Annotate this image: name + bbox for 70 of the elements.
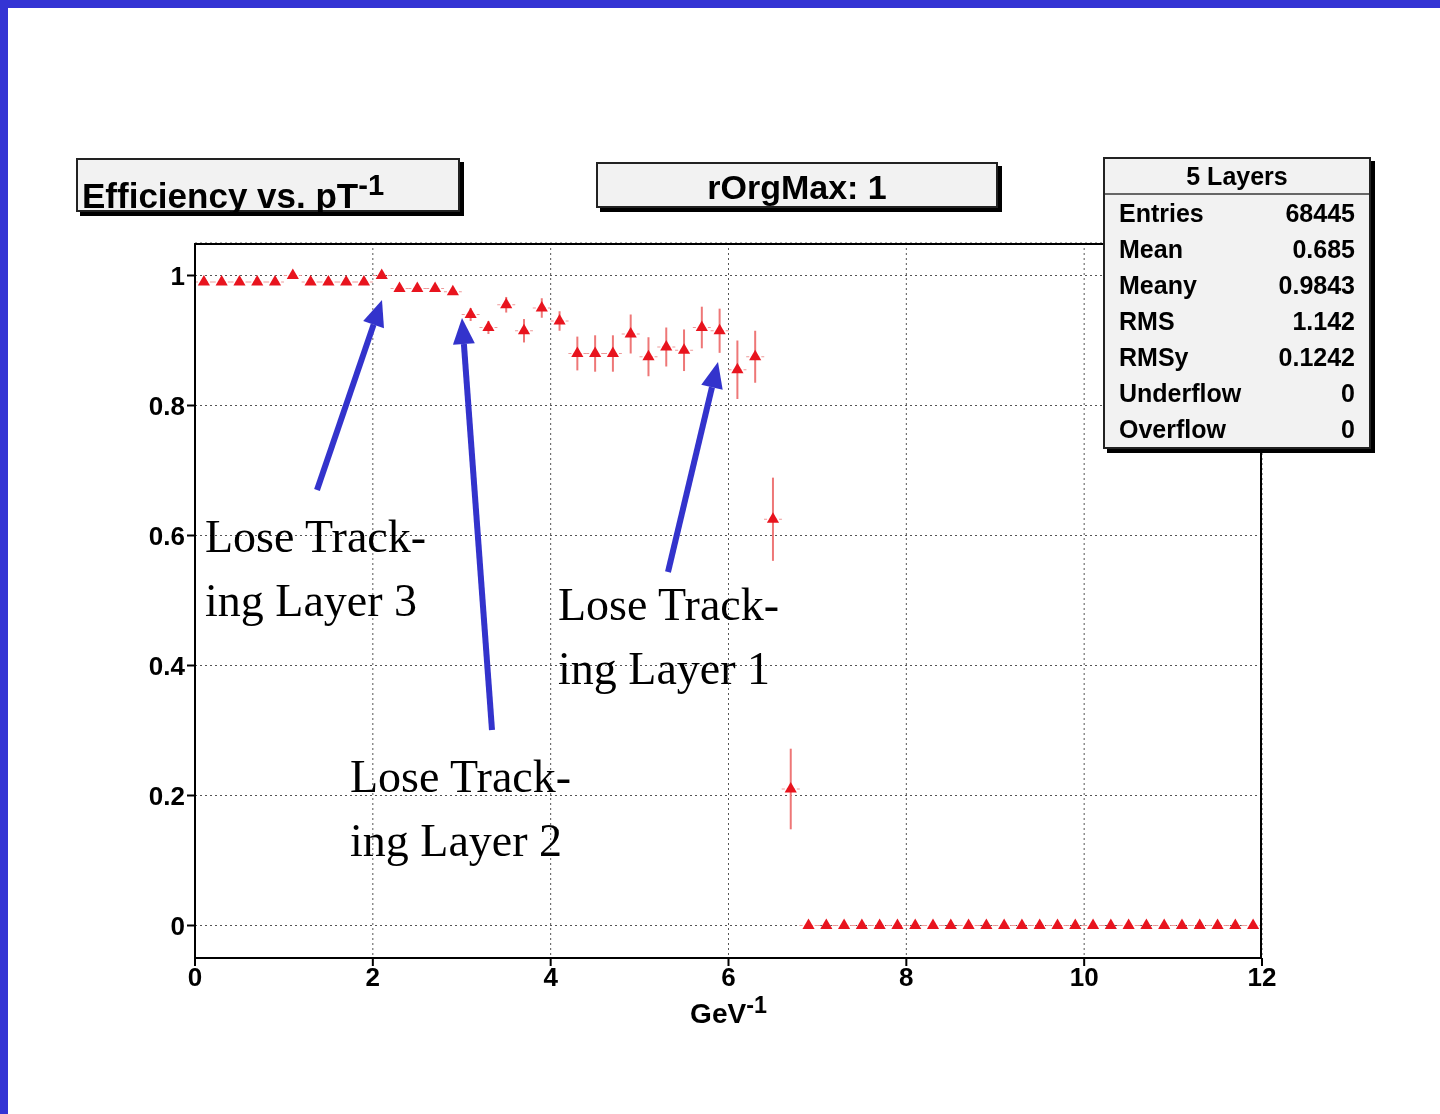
text: RMSy 0.1242 — [1119, 343, 1355, 371]
x-tick-label: 12 — [1247, 962, 1277, 993]
point — [606, 346, 619, 358]
point — [340, 274, 353, 286]
point — [873, 918, 886, 930]
point — [677, 343, 691, 354]
point — [446, 284, 459, 296]
annotation: Lose Track- ing Layer 2 — [350, 750, 572, 868]
point — [429, 281, 442, 293]
text: Underflow 0 — [1119, 379, 1355, 407]
point — [624, 326, 637, 338]
text: Mean 0.685 — [1119, 235, 1355, 263]
point — [1229, 918, 1242, 930]
point — [642, 349, 655, 361]
point — [500, 297, 513, 309]
point — [731, 362, 744, 374]
point — [820, 918, 833, 930]
point — [517, 323, 531, 335]
point — [1158, 918, 1171, 930]
point — [535, 300, 548, 312]
x-tick-label: 4 — [543, 962, 559, 993]
point — [944, 918, 957, 930]
y-tick-label: 0.8 — [148, 390, 185, 421]
point — [1069, 918, 1082, 930]
point — [713, 323, 726, 335]
chart-title: Efficiency vs. pT$^{-1}$ — [82, 169, 385, 215]
y-tick-label: 1 — [170, 260, 185, 291]
point — [464, 307, 477, 319]
text: Overflow 0 — [1119, 415, 1355, 443]
y-tick-label: 0 — [170, 910, 185, 941]
point — [553, 313, 566, 325]
point — [215, 274, 228, 286]
point — [660, 339, 673, 351]
point — [749, 349, 762, 361]
point — [766, 512, 780, 523]
point — [286, 268, 299, 280]
y-tick-label: 0.6 — [148, 520, 185, 551]
text: 5 Layers — [1105, 159, 1369, 195]
point — [251, 274, 264, 286]
point — [1193, 918, 1206, 930]
x-tick-label: 8 — [899, 962, 914, 993]
point — [695, 320, 708, 332]
point — [998, 918, 1011, 930]
chart-subtitle: rOrgMax: 1 — [707, 168, 887, 206]
text: Meany 0.9843 — [1119, 271, 1355, 299]
point — [1104, 918, 1117, 930]
x-tick-label: 2 — [365, 962, 381, 993]
x-axis-title: GeV$^{-1}$ — [690, 992, 767, 1030]
point — [1247, 918, 1260, 930]
point — [855, 918, 868, 930]
x-tick-label: 10 — [1069, 962, 1099, 993]
text: Entries 68445 — [1119, 199, 1355, 227]
point — [784, 781, 797, 793]
annotation: Lose Track- ing Layer 1 — [558, 578, 780, 696]
y-tick-label: 0.2 — [148, 780, 185, 811]
text: RMS 1.142 — [1119, 307, 1355, 335]
point — [375, 268, 388, 280]
point — [838, 918, 851, 930]
point — [571, 346, 584, 358]
point — [197, 274, 210, 286]
point — [980, 918, 993, 930]
annotation: Lose Track- ing Layer 3 — [205, 510, 427, 628]
point — [1033, 918, 1046, 930]
point — [909, 918, 922, 930]
point — [482, 320, 495, 332]
point — [411, 281, 424, 293]
x-tick-label: 6 — [721, 962, 736, 993]
point — [1015, 918, 1028, 930]
y-tick-label: 0.4 — [148, 650, 186, 681]
point — [589, 346, 602, 358]
